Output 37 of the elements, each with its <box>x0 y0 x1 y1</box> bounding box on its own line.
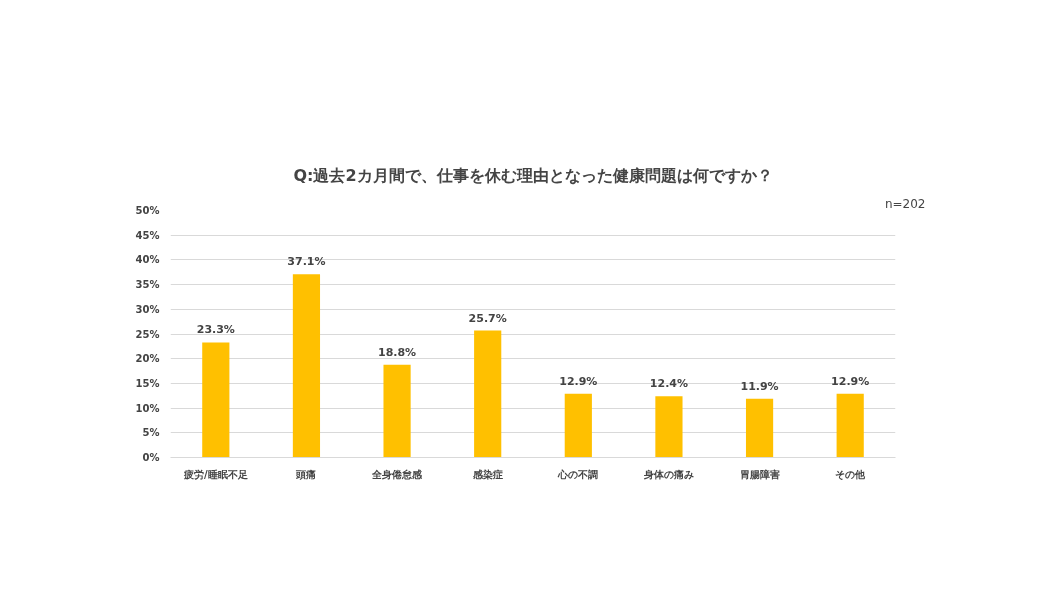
data-label: 23.3% <box>196 323 235 337</box>
data-label: 11.9% <box>740 379 779 393</box>
y-tick-label: 35% <box>135 279 160 291</box>
y-tick-label: 10% <box>135 402 160 414</box>
y-tick-label: 25% <box>135 328 160 340</box>
x-tick-label: 頭痛 <box>295 468 317 480</box>
x-tick-label: 感染症 <box>471 468 503 480</box>
bar <box>474 330 502 458</box>
y-tick-label: 15% <box>135 377 160 389</box>
x-tick-label: 身体の痛み <box>642 468 694 480</box>
data-label: 25.7% <box>468 311 507 325</box>
y-tick-label: 0% <box>142 452 160 463</box>
bar <box>564 393 592 458</box>
x-tick-label: 心の不調 <box>557 468 599 480</box>
y-tick-label: 50% <box>135 205 160 216</box>
y-tick-label: 40% <box>135 254 160 266</box>
y-tick-label: 20% <box>135 353 160 365</box>
chart-title: Q:過去2カ月間で、仕事を休む理由となった健康問題は何ですか？ <box>293 165 773 185</box>
bar <box>202 342 230 458</box>
text: n=202 <box>884 196 926 211</box>
bar <box>745 398 774 458</box>
data-label: 37.1% <box>287 255 326 269</box>
x-tick-label: 疲労/睡眠不足 <box>182 468 248 480</box>
x-tick-label: 胃腸障害 <box>739 468 780 480</box>
bar <box>292 274 321 458</box>
y-tick-label: 5% <box>142 427 160 439</box>
y-tick-label: 45% <box>135 229 160 241</box>
bar <box>655 396 683 458</box>
data-label: 18.8% <box>377 345 417 359</box>
bar <box>836 393 864 458</box>
x-tick-label: その他 <box>835 468 867 480</box>
x-tick-label: 全身倦怠感 <box>371 468 424 480</box>
data-label: 12.9% <box>831 374 870 388</box>
data-label: 12.9% <box>559 374 598 388</box>
data-label: 12.4% <box>649 377 689 391</box>
bar <box>383 364 411 458</box>
y-tick-label: 30% <box>135 303 160 315</box>
